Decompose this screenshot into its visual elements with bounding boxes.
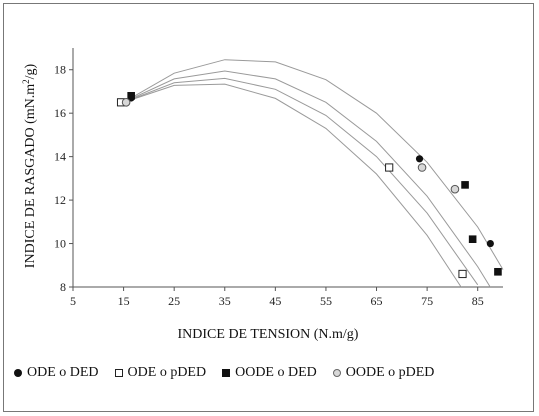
data-point-series-3 <box>461 181 469 189</box>
filled-square-marker-icon <box>222 369 231 377</box>
x-tick-label: 35 <box>219 294 231 308</box>
plot-area: 8 10 12 14 16 18 5 15 25 35 45 55 65 75 85 <box>54 48 504 308</box>
x-tick-label: 75 <box>421 294 433 308</box>
trend-curve-2 <box>123 83 462 288</box>
chart: 8 10 12 14 16 18 5 15 25 35 45 55 65 75 85 INDICE DE T… <box>21 48 504 342</box>
chart-frame: 8 10 12 14 16 18 5 15 25 35 45 55 65 75 85 INDICE DE T… <box>3 3 534 412</box>
x-tick-label: 25 <box>168 294 180 308</box>
y-tick-label: 14 <box>54 150 66 164</box>
legend: ODE o DED ODE o pDED OODE o DED OODE o p… <box>14 362 534 384</box>
legend-label: ODE o DED <box>27 365 99 380</box>
legend-label: OODE o DED <box>235 365 317 380</box>
y-tick-label: 16 <box>54 106 66 120</box>
trend-curve-4 <box>123 77 479 286</box>
x-tick-label: 85 <box>472 294 484 308</box>
x-tick-label: 5 <box>70 294 76 308</box>
data-point-series-4 <box>417 163 427 172</box>
legend-item-ode-pded: ODE o pDED <box>114 365 207 381</box>
legend-item-oode-ded: OODE o DED <box>222 365 317 381</box>
y-axis-title-main: INDICE DE RASGADO (mN.m <box>23 84 38 268</box>
data-point-series-1 <box>486 239 494 248</box>
y-axis-title-superscript: 2 <box>21 79 31 84</box>
x-axis-title: INDICE DE TENSION (N.m/g) <box>178 327 359 342</box>
y-tick-label: 10 <box>54 237 66 251</box>
trend-curve-1 <box>123 70 491 288</box>
x-tick-label: 55 <box>320 294 332 308</box>
data-point-series-3 <box>468 235 477 243</box>
y-tick-label: 8 <box>60 280 66 294</box>
filled-circle-marker-icon <box>14 369 22 377</box>
legend-label: ODE o pDED <box>127 365 207 380</box>
data-point-series-4 <box>121 98 131 107</box>
legend-label: OODE o pDED <box>345 365 435 380</box>
y-axis-title-end: /g) <box>23 63 38 79</box>
data-point-series-2 <box>385 163 394 172</box>
data-point-series-3 <box>494 267 502 276</box>
legend-item-ode-ded: ODE o DED <box>14 365 99 381</box>
x-tick-label: 65 <box>371 294 383 308</box>
data-point-series-1 <box>415 155 424 163</box>
data-point-series-3 <box>127 92 135 100</box>
open-circle-marker-icon <box>332 369 341 377</box>
x-tick-label: 45 <box>269 294 281 308</box>
x-tick-label: 15 <box>118 294 130 308</box>
legend-item-oode-pded: OODE o pDED <box>332 365 435 381</box>
y-tick-label: 18 <box>54 63 66 77</box>
y-tick-label: 12 <box>54 193 66 207</box>
y-axis-title: INDICE DE RASGADO (mN.m2/g) <box>21 63 38 268</box>
trend-curve-3 <box>123 59 504 270</box>
open-square-marker-icon <box>114 369 123 377</box>
data-point-series-4 <box>450 184 460 194</box>
data-point-series-2 <box>458 269 467 279</box>
